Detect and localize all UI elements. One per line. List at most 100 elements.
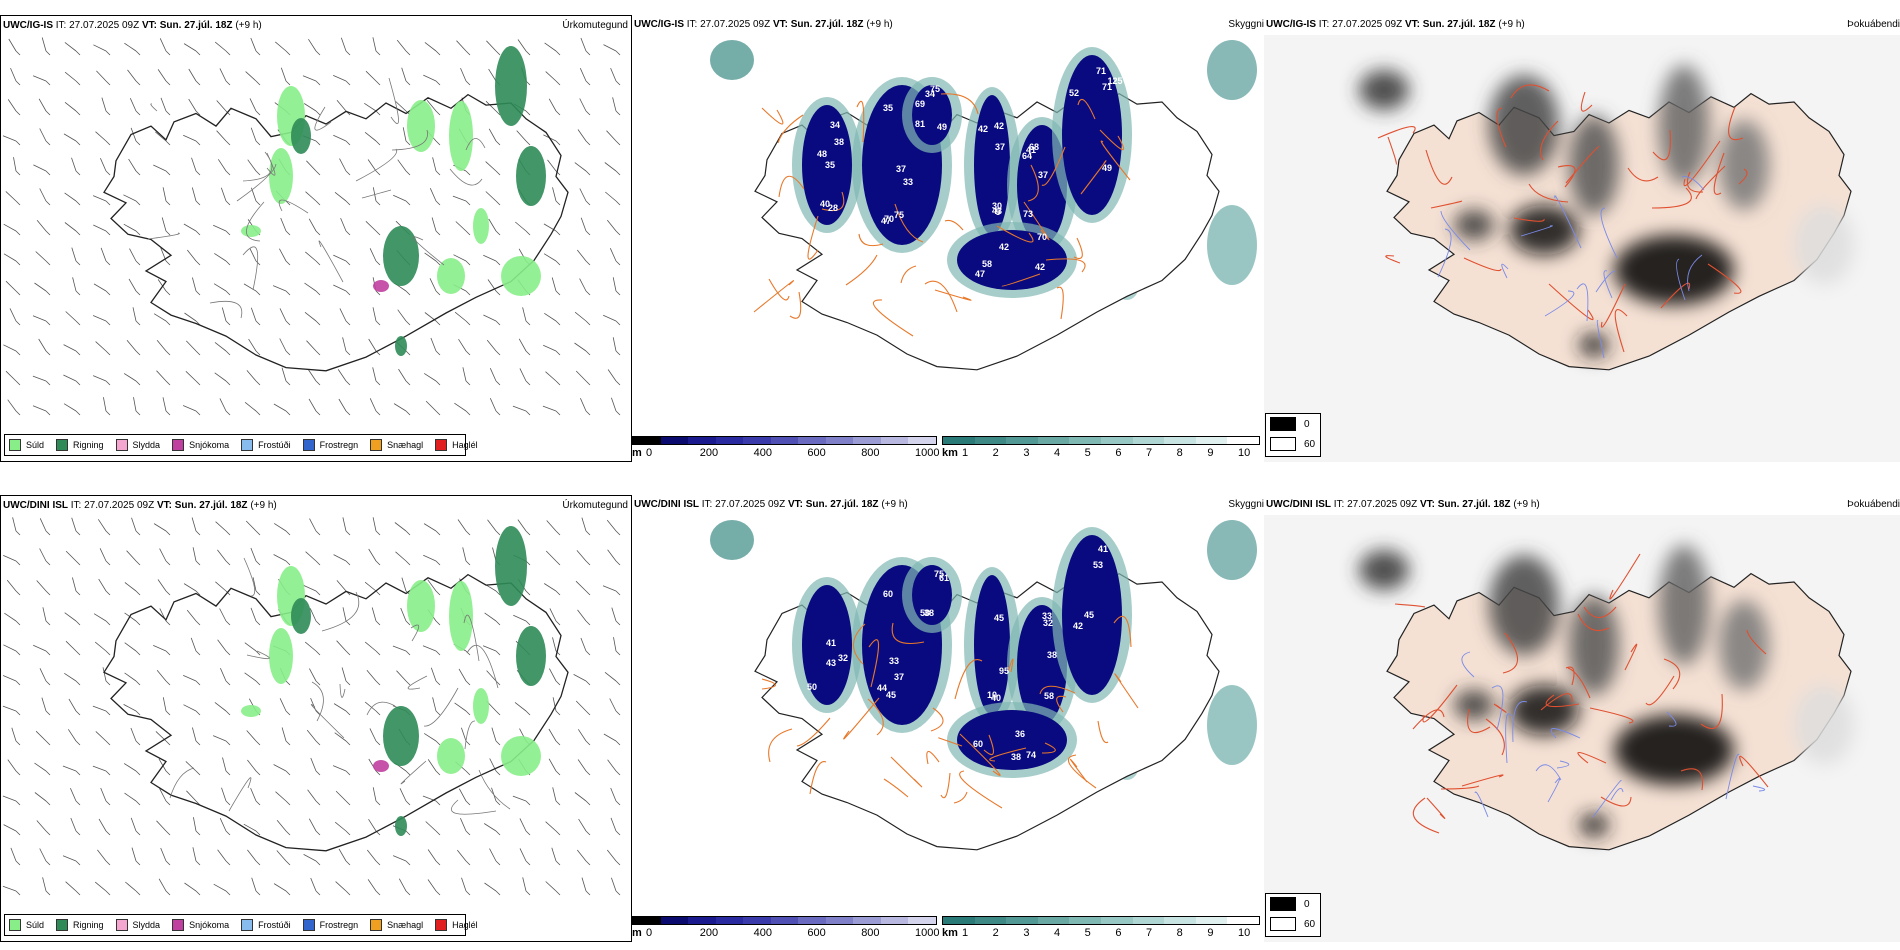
wind-barb-flag (465, 770, 471, 776)
wind-barb (244, 672, 257, 682)
road-line (940, 772, 951, 799)
wind-barb (273, 883, 287, 892)
wind-barb-flag (195, 830, 201, 836)
wind-barb (2, 675, 17, 682)
fog-legend-swatch (1270, 917, 1296, 931)
wind-barb (488, 218, 497, 232)
wind-barb-flag (105, 530, 111, 536)
colorbar-step (743, 437, 771, 444)
wind-barb-flag (165, 590, 171, 596)
wind-barb (186, 340, 197, 352)
wind-barb (607, 549, 617, 562)
wind-barb-flag (15, 140, 21, 146)
wind-barb-flag (345, 80, 351, 86)
wind-barb-flag (225, 200, 231, 206)
legend-label: Frostúði (258, 920, 291, 930)
wind-barb (216, 100, 227, 112)
colorbar-step (1164, 437, 1196, 444)
legend-swatch (435, 919, 448, 931)
wind-barb (489, 398, 497, 412)
wind-barb-flag (225, 80, 231, 86)
wind-barb-flag (525, 860, 531, 866)
road-line (1600, 283, 1626, 328)
road-line (1580, 91, 1593, 112)
wind-barb (304, 641, 317, 652)
wind-barb-flag (345, 230, 351, 236)
fog-legend-label: 0 (1304, 418, 1310, 430)
fog-legend-label: 0 (1304, 898, 1310, 910)
wind-barb (334, 732, 347, 742)
wind-barb-flag (225, 770, 231, 776)
wind-barb-flag (285, 770, 291, 776)
legend-swatch (302, 439, 315, 451)
wind-barb-flag (525, 110, 531, 116)
fog-legend-row: 0 (1266, 414, 1320, 434)
wind-barb-flag (105, 350, 111, 356)
wind-barb-flag (375, 260, 381, 266)
wind-barb-flag (15, 110, 21, 116)
wind-barb-flag (135, 410, 141, 416)
wind-barb-flag (45, 410, 51, 416)
wind-barb (364, 641, 377, 652)
wind-barb (611, 877, 617, 892)
wind-barb-flag (495, 350, 501, 356)
wind-barb-flag (555, 800, 561, 806)
wind-barb (7, 759, 17, 772)
visibility-area (1207, 205, 1257, 285)
wind-barb (71, 247, 77, 262)
wind-barb-flag (495, 410, 501, 416)
wind-barb-flag (525, 140, 531, 146)
road-line (209, 300, 243, 319)
road-line (242, 246, 259, 291)
wind-barb (580, 217, 587, 232)
wind-barb-flag (405, 200, 411, 206)
wind-barb (306, 160, 317, 172)
wind-barb-flag (75, 800, 81, 806)
road-line (954, 659, 983, 700)
wind-barb-flag (435, 170, 441, 176)
wind-barb-flag (255, 830, 261, 836)
wind-barb (547, 159, 557, 172)
wind-barb-flag (105, 320, 111, 326)
wind-barb-flag (435, 140, 441, 146)
wind-barb (397, 159, 407, 172)
wind-barb-flag (435, 740, 441, 746)
wind-barb-flag (15, 740, 21, 746)
wind-barb (129, 98, 137, 112)
wind-barb-flag (345, 560, 351, 566)
wind-barb (102, 667, 107, 682)
wind-barb (309, 608, 317, 622)
wind-barb (549, 668, 557, 682)
wind-barb (303, 584, 317, 592)
wind-barb (8, 38, 17, 52)
river-line (1725, 753, 1740, 800)
cloud-base-label: 71 (1102, 82, 1112, 92)
wind-barb-flag (405, 620, 411, 626)
road-line (821, 191, 845, 212)
wind-barb-flag (585, 590, 591, 596)
road-network (1394, 553, 1769, 834)
wind-barb (512, 405, 527, 412)
road-network (147, 77, 486, 319)
wind-barb (543, 253, 557, 262)
legend-swatch (115, 919, 128, 931)
wind-barb-flag (615, 800, 621, 806)
wind-barb-flag (525, 620, 531, 626)
wind-barb-flag (495, 230, 501, 236)
wind-barb (609, 698, 617, 712)
colorbar-tick: 6 (1115, 927, 1122, 939)
colorbar-tick: 1 (962, 927, 969, 939)
wind-barb-flag (345, 710, 351, 716)
wind-barb-flag (165, 290, 171, 296)
colorbar-step (660, 917, 689, 924)
wind-barb-flag (195, 890, 201, 896)
wind-barb (124, 672, 137, 682)
wind-barb (423, 554, 437, 562)
wind-barb (335, 790, 347, 802)
wind-barb (399, 788, 407, 802)
colorbar-step (880, 437, 909, 444)
wind-barb-flag (285, 680, 291, 686)
wind-barb-flag (285, 710, 291, 716)
wind-barb (462, 547, 467, 562)
wind-barb (429, 278, 437, 292)
